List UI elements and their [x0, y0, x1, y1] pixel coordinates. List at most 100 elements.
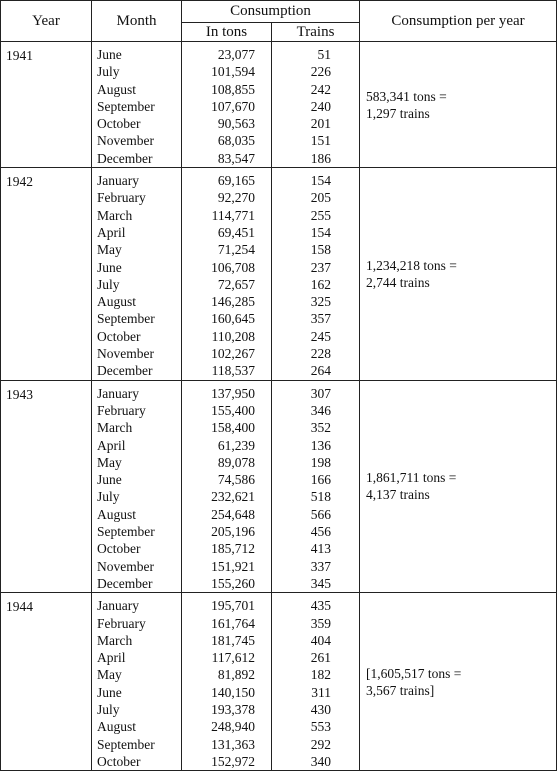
month-label: May	[97, 454, 122, 470]
month-label: March	[97, 632, 133, 648]
year-group-row: 1944 January February March April May June July…	[0, 592, 557, 771]
tons-value: 72,657	[217, 276, 255, 292]
trains-value: 404	[310, 632, 332, 648]
tons-value: 23,077	[217, 47, 255, 62]
trains-value: 337	[310, 558, 332, 574]
trains-value: 201	[310, 116, 332, 132]
month-label: December	[97, 575, 153, 591]
month-label: October	[97, 541, 141, 557]
month-label: November	[97, 346, 154, 362]
trains-header: Trains	[270, 22, 361, 42]
trains-value: 237	[310, 259, 332, 275]
tons-value: 74,586	[217, 472, 255, 488]
year-header: Year	[0, 0, 92, 42]
trains-cell: 307 346 352 136 198 166 518 566 456 413 337 345	[270, 380, 361, 594]
month-cell: January February March April May June July Augu…	[91, 167, 182, 381]
tons-value: 110,208	[211, 328, 255, 344]
month-label: July	[97, 276, 120, 292]
tons-value: 155,400	[211, 402, 255, 418]
month-label: June	[97, 47, 122, 62]
tons-value: 69,165	[217, 173, 255, 189]
tons-value: 107,670	[211, 98, 255, 114]
in-tons-header: In tons	[181, 22, 272, 42]
month-label: November	[97, 558, 154, 574]
tons-value: 102,267	[211, 346, 255, 362]
per-year-line: 1,861,711 tons =	[366, 470, 457, 486]
tons-value: 181,745	[211, 632, 255, 648]
month-label: February	[97, 615, 146, 631]
trains-value: 359	[310, 615, 332, 631]
tons-value: 131,363	[211, 736, 255, 752]
month-cell: January February March April May June July Augu…	[91, 380, 182, 594]
per-year-cell: 1,861,711 tons = 4,137 trains	[359, 380, 557, 594]
month-cell: January February March April May June July Augu…	[91, 592, 182, 771]
month-label: June	[97, 472, 122, 488]
month-label: January	[97, 598, 139, 614]
tons-value: 90,563	[217, 116, 255, 132]
trains-value: 151	[310, 133, 332, 149]
month-label: July	[97, 64, 120, 80]
tons-value: 158,400	[211, 420, 255, 436]
trains-value: 435	[310, 598, 332, 614]
per-year-line: 4,137 trains	[366, 487, 430, 503]
consumption-header: Consumption	[180, 0, 361, 23]
month-label: September	[97, 736, 155, 752]
month-label: November	[97, 133, 154, 149]
month-label: September	[97, 311, 155, 327]
trains-value: 158	[310, 242, 332, 258]
trains-cell: 51 226 242 240 201 151 186	[270, 41, 361, 169]
month-label: January	[97, 173, 139, 189]
year-cell: 1943	[0, 380, 92, 594]
trains-value: 346	[310, 402, 332, 418]
per-year-line: 3,567 trains]	[366, 682, 435, 698]
trains-value: 553	[310, 719, 332, 735]
month-label: February	[97, 190, 146, 206]
year-group-row: 1941 June July August September October Novemb…	[0, 41, 557, 169]
tons-value: 68,035	[217, 133, 255, 149]
trains-value: 182	[310, 667, 332, 683]
trains-value: 240	[310, 98, 332, 114]
tons-value: 152,972	[211, 753, 255, 769]
trains-value: 242	[310, 81, 332, 97]
tons-value: 254,648	[211, 506, 255, 522]
tons-value: 185,712	[211, 541, 255, 557]
per-year-cell: 583,341 tons = 1,297 trains	[359, 41, 557, 169]
tons-value: 92,270	[217, 190, 255, 206]
tons-value: 232,621	[211, 489, 255, 505]
tons-value: 193,378	[211, 701, 255, 717]
trains-value: 264	[310, 363, 332, 379]
trains-value: 154	[310, 173, 332, 189]
trains-value: 166	[310, 472, 332, 488]
month-label: December	[97, 150, 153, 166]
tons-value: 101,594	[211, 64, 255, 80]
trains-value: 186	[310, 150, 332, 166]
tons-value: 140,150	[211, 684, 255, 700]
per-year-line: [1,605,517 tons =	[366, 665, 462, 681]
month-label: January	[97, 385, 139, 401]
trains-value: 205	[310, 190, 332, 206]
tons-value: 205,196	[211, 524, 255, 540]
trains-value: 292	[310, 736, 332, 752]
tons-value: 155,260	[211, 575, 255, 591]
month-label: October	[97, 116, 141, 132]
year-cell: 1942	[0, 167, 92, 381]
month-label: June	[97, 259, 122, 275]
trains-value: 352	[310, 420, 332, 436]
trains-value: 345	[310, 575, 332, 591]
table-header: Year Month Consumption Consumption per y…	[0, 0, 557, 42]
month-label: October	[97, 328, 141, 344]
tons-value: 151,921	[211, 558, 255, 574]
tons-value: 248,940	[211, 719, 255, 735]
month-label: February	[97, 402, 146, 418]
trains-value: 413	[310, 541, 332, 557]
month-cell: June July August September October November De…	[91, 41, 182, 169]
tons-value: 83,547	[217, 150, 255, 166]
trains-value: 51	[317, 47, 332, 62]
month-label: April	[97, 437, 126, 453]
trains-cell: 435 359 404 261 182 311 430 553 292 340	[270, 592, 361, 771]
per-year-line: 2,744 trains	[366, 274, 430, 290]
month-label: April	[97, 224, 126, 240]
year-cell: 1941	[0, 41, 92, 169]
